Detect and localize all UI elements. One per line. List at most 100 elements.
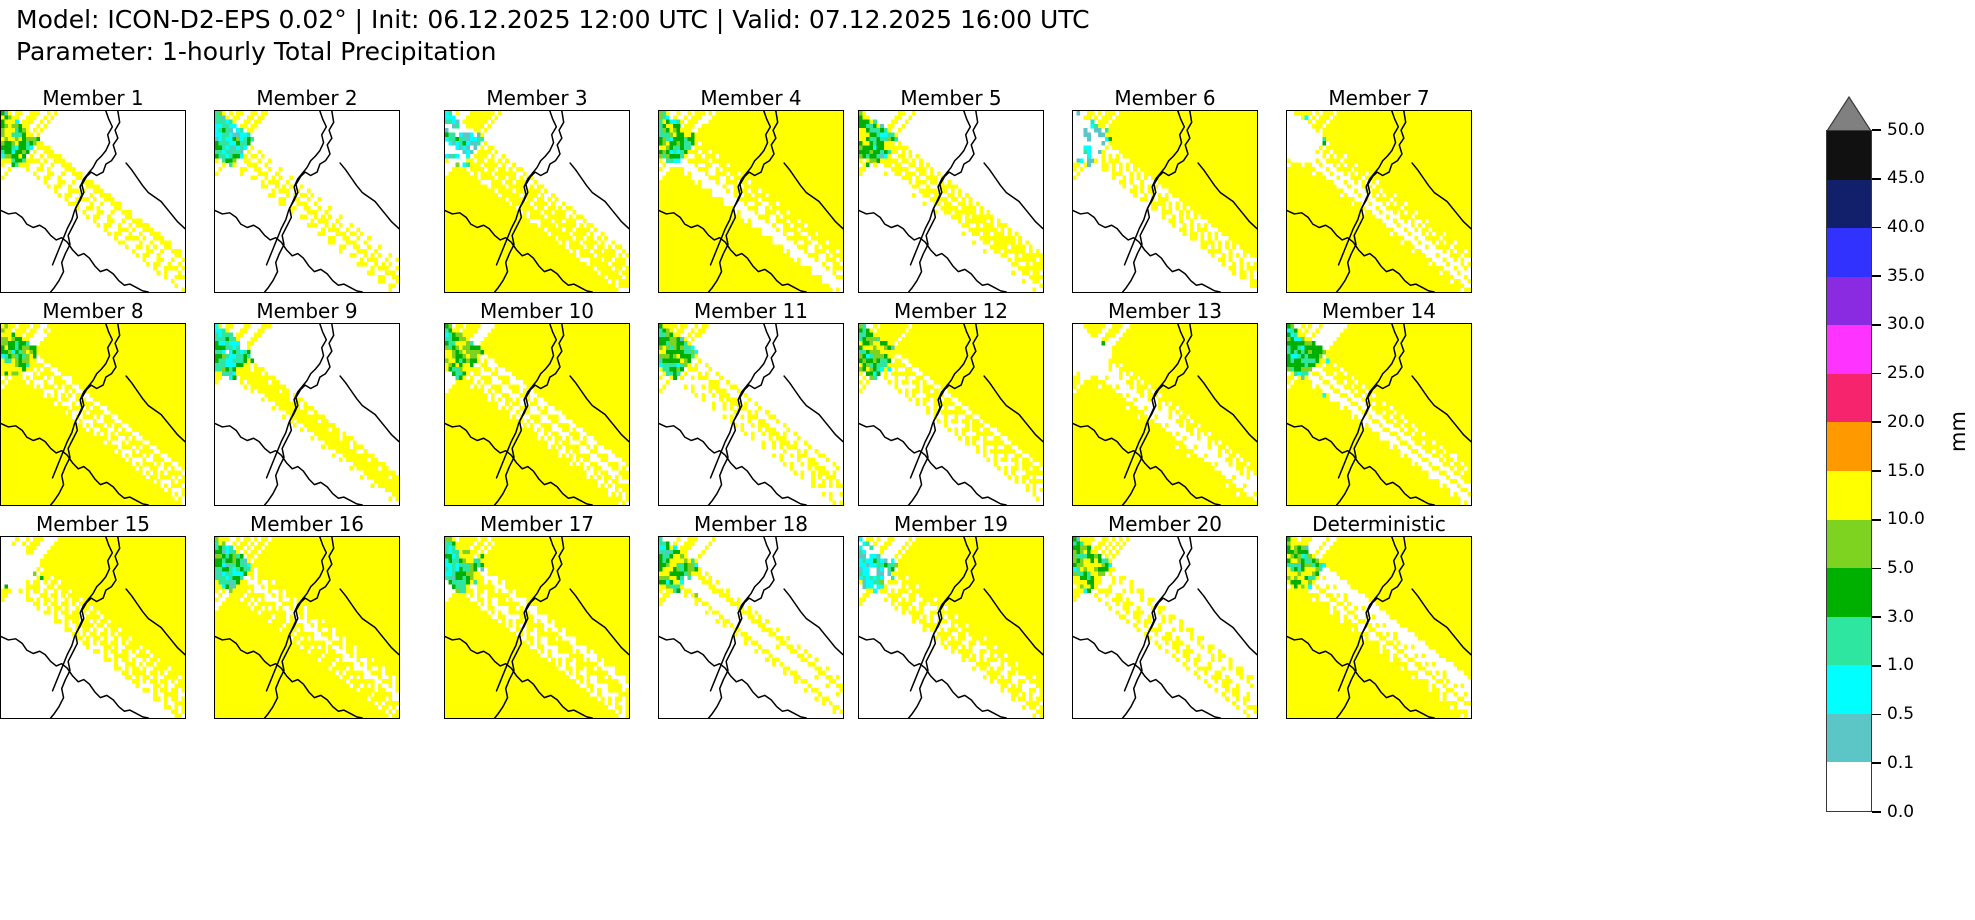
precip-cell — [743, 431, 748, 437]
map-panel-member-19[interactable]: Member 19 — [858, 512, 1044, 719]
precipitation-map[interactable] — [858, 110, 1044, 293]
map-panel-member-1[interactable]: Member 1 — [0, 86, 186, 293]
precip-cell — [1425, 670, 1433, 676]
map-panel-member-2[interactable]: Member 2 — [214, 86, 400, 293]
precip-cell — [540, 423, 552, 428]
precipitation-map[interactable] — [858, 536, 1044, 719]
precipitation-map[interactable] — [658, 536, 844, 719]
precip-cell — [331, 640, 343, 645]
precip-cell — [36, 345, 185, 350]
precip-cell — [669, 545, 674, 551]
precip-cell — [715, 111, 843, 116]
precip-cell — [537, 627, 545, 632]
precip-cell — [222, 588, 226, 594]
precipitation-map[interactable] — [214, 110, 400, 293]
precipitation-map[interactable] — [1072, 110, 1258, 293]
map-panel-member-5[interactable]: Member 5 — [858, 86, 1044, 293]
precip-cell — [1239, 244, 1257, 250]
precipitation-map[interactable] — [1286, 536, 1472, 719]
map-panel-member-3[interactable]: Member 3 — [444, 86, 630, 293]
precipitation-map[interactable] — [0, 536, 186, 719]
border-line — [859, 424, 1006, 505]
map-panel-member-18[interactable]: Member 18 — [658, 512, 844, 719]
precipitation-map[interactable] — [858, 323, 1044, 506]
precip-cell — [919, 605, 923, 611]
map-panel-member-16[interactable]: Member 16 — [214, 512, 400, 719]
precip-cell — [229, 562, 237, 568]
precip-cell — [215, 618, 269, 624]
precip-cell — [662, 367, 670, 372]
precipitation-map[interactable] — [214, 536, 400, 719]
map-panel-member-7[interactable]: Member 7 — [1286, 86, 1472, 293]
precip-cell — [1336, 593, 1341, 598]
precipitation-map[interactable] — [0, 323, 186, 506]
precip-cell — [1080, 167, 1084, 172]
precipitation-map[interactable] — [658, 323, 844, 506]
precipitation-map[interactable] — [444, 323, 630, 506]
precip-cell — [933, 210, 937, 215]
precipitation-map[interactable] — [658, 110, 844, 293]
map-panel-deterministic[interactable]: Deterministic — [1286, 512, 1472, 719]
map-panel-member-15[interactable]: Member 15 — [0, 512, 186, 719]
precipitation-map[interactable] — [1072, 323, 1258, 506]
map-panel-member-6[interactable]: Member 6 — [1072, 86, 1258, 293]
precip-cell — [1235, 466, 1243, 471]
precip-cell — [547, 614, 629, 620]
precip-cell — [462, 549, 470, 555]
precip-cell — [146, 470, 150, 475]
precip-cell — [149, 657, 157, 663]
precip-cell — [317, 218, 329, 224]
map-panel-member-9[interactable]: Member 9 — [214, 299, 400, 506]
map-panel-member-10[interactable]: Member 10 — [444, 299, 630, 506]
precip-cell — [103, 197, 115, 202]
map-panel-member-4[interactable]: Member 4 — [658, 86, 844, 293]
precip-cell — [951, 649, 955, 654]
precip-cell — [866, 336, 877, 342]
map-panel-member-17[interactable]: Member 17 — [444, 512, 630, 719]
precip-cell — [473, 545, 481, 551]
map-panel-member-12[interactable]: Member 12 — [858, 299, 1044, 506]
map-panel-member-8[interactable]: Member 8 — [0, 299, 186, 506]
map-panel-member-20[interactable]: Member 20 — [1072, 512, 1258, 719]
precip-cell — [480, 554, 485, 559]
precip-cell — [82, 410, 87, 415]
precip-cell — [597, 440, 629, 445]
precip-cell — [82, 210, 87, 215]
precip-cell — [445, 223, 538, 228]
precip-cell — [905, 375, 909, 381]
precip-cell — [1446, 679, 1450, 684]
precip-cell — [673, 123, 681, 129]
precipitation-map[interactable] — [1286, 110, 1472, 293]
precip-cell — [561, 240, 566, 245]
precip-cell — [683, 554, 688, 559]
precip-cell — [614, 700, 619, 706]
precip-cell — [683, 362, 688, 368]
precip-cell — [480, 558, 629, 563]
map-panel-member-14[interactable]: Member 14 — [1286, 299, 1472, 506]
precip-cell — [22, 154, 26, 159]
precip-cell — [167, 453, 185, 458]
precip-cell — [61, 580, 185, 585]
precip-cell — [982, 223, 994, 228]
precip-cell — [859, 141, 863, 146]
precip-cell — [683, 145, 691, 150]
precipitation-map[interactable] — [1286, 323, 1472, 506]
map-panel-member-13[interactable]: Member 13 — [1072, 299, 1258, 506]
precipitation-map[interactable] — [214, 323, 400, 506]
precip-cell — [1403, 218, 1408, 224]
map-panel-member-11[interactable]: Member 11 — [658, 299, 844, 506]
precip-cell — [1347, 184, 1351, 189]
precip-cell — [236, 136, 240, 142]
precipitation-map[interactable] — [1072, 536, 1258, 719]
precipitation-map[interactable] — [444, 110, 630, 293]
precip-cell — [1322, 392, 1327, 398]
precip-cell — [1011, 466, 1019, 471]
precip-cell — [666, 328, 670, 333]
precip-cell — [1361, 605, 1365, 611]
precipitation-map[interactable] — [0, 110, 186, 293]
precip-cell — [1083, 571, 1088, 576]
precip-cell — [8, 345, 16, 350]
precip-cell — [1318, 324, 1323, 329]
precip-cell — [388, 283, 396, 288]
precipitation-map[interactable] — [444, 536, 630, 719]
